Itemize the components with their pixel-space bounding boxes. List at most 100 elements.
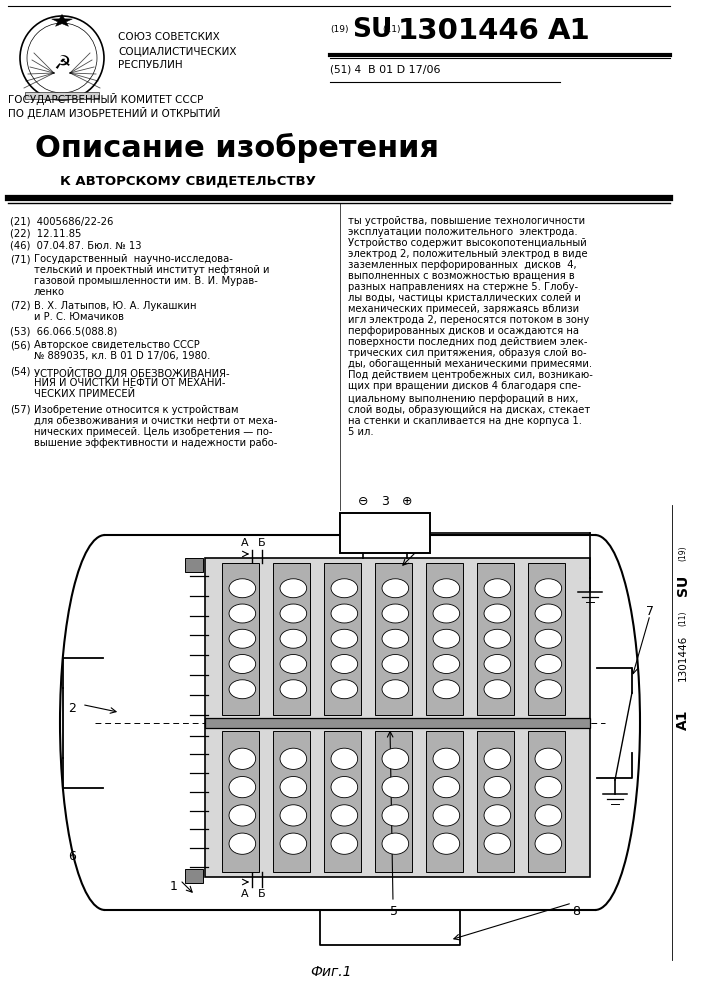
Text: ЧЕСКИХ ПРИМЕСЕЙ: ЧЕСКИХ ПРИМЕСЕЙ	[34, 389, 135, 399]
Text: ⊕: ⊕	[402, 495, 412, 508]
Ellipse shape	[484, 805, 510, 826]
Text: (11): (11)	[382, 25, 400, 34]
Text: (19): (19)	[330, 25, 349, 34]
Text: и Р. С. Юмачиков: и Р. С. Юмачиков	[34, 312, 124, 322]
Text: УСТРОЙСТВО ДЛЯ ОБЕЗВОЖИВАНИЯ-: УСТРОЙСТВО ДЛЯ ОБЕЗВОЖИВАНИЯ-	[34, 367, 230, 379]
Ellipse shape	[229, 833, 256, 854]
Ellipse shape	[535, 655, 561, 673]
Text: 7: 7	[646, 605, 654, 618]
Ellipse shape	[535, 776, 561, 798]
Text: Устройство содержит высокопотенциальный: Устройство содержит высокопотенциальный	[348, 238, 587, 248]
Text: 4: 4	[415, 538, 423, 551]
Bar	[426, 730, 463, 872]
Ellipse shape	[535, 748, 561, 769]
Ellipse shape	[229, 805, 256, 826]
Text: эксплуатации положительного  электрода.: эксплуатации положительного электрода.	[348, 227, 578, 237]
Text: № 889035, кл. В 01 D 17/06, 1980.: № 889035, кл. В 01 D 17/06, 1980.	[34, 351, 211, 361]
Ellipse shape	[382, 629, 409, 648]
Bar	[185, 558, 203, 572]
Text: поверхности последних под действием элек-: поверхности последних под действием элек…	[348, 337, 588, 347]
Text: нических примесей. Цель изобретения — по-: нических примесей. Цель изобретения — по…	[34, 427, 272, 437]
Ellipse shape	[433, 604, 460, 623]
Text: тельский и проектный институт нефтяной и: тельский и проектный институт нефтяной и	[34, 265, 269, 275]
Text: ⊖: ⊖	[358, 495, 368, 508]
Text: (57): (57)	[10, 405, 30, 415]
Text: (21)  4005686/22-26: (21) 4005686/22-26	[10, 216, 113, 226]
Ellipse shape	[382, 748, 409, 769]
Bar	[324, 730, 361, 872]
Ellipse shape	[331, 680, 358, 699]
Ellipse shape	[331, 833, 358, 854]
Bar	[222, 730, 259, 872]
Ellipse shape	[229, 680, 256, 699]
Bar	[477, 730, 514, 872]
Ellipse shape	[433, 805, 460, 826]
Ellipse shape	[382, 604, 409, 623]
Bar	[185, 869, 203, 883]
Text: Б: Б	[258, 889, 266, 899]
Text: (54): (54)	[10, 367, 30, 377]
Text: ПО ДЕЛАМ ИЗОБРЕТЕНИЙ И ОТКРЫТИЙ: ПО ДЕЛАМ ИЗОБРЕТЕНИЙ И ОТКРЫТИЙ	[8, 107, 221, 119]
Text: вышение эффективности и надежности рабо-: вышение эффективности и надежности рабо-	[34, 438, 277, 448]
Text: A1: A1	[548, 17, 591, 45]
Bar	[528, 563, 565, 714]
Text: 1301446: 1301446	[678, 635, 688, 681]
Text: НИЯ И ОЧИСТКИ НЕФТИ ОТ МЕХАНИ-: НИЯ И ОЧИСТКИ НЕФТИ ОТ МЕХАНИ-	[34, 378, 226, 388]
Polygon shape	[52, 14, 72, 26]
Ellipse shape	[331, 748, 358, 769]
Ellipse shape	[484, 680, 510, 699]
Ellipse shape	[484, 655, 510, 673]
Text: ленко: ленко	[34, 287, 65, 297]
Ellipse shape	[331, 604, 358, 623]
Text: ГОСУДАРСТВЕННЫЙ КОМИТЕТ СССР: ГОСУДАРСТВЕННЫЙ КОМИТЕТ СССР	[8, 93, 204, 105]
Text: 5: 5	[390, 905, 398, 918]
Ellipse shape	[382, 776, 409, 798]
Text: ☭: ☭	[53, 54, 71, 74]
Text: Государственный  научно-исследова-: Государственный научно-исследова-	[34, 254, 233, 264]
Text: заземленных перфорированных  дисков  4,: заземленных перфорированных дисков 4,	[348, 260, 577, 270]
Text: (22)  12.11.85: (22) 12.11.85	[10, 228, 81, 238]
Text: (11): (11)	[679, 610, 687, 626]
Ellipse shape	[433, 680, 460, 699]
Ellipse shape	[433, 655, 460, 673]
Text: для обезвоживания и очистки нефти от меха-: для обезвоживания и очистки нефти от мех…	[34, 416, 278, 426]
Ellipse shape	[484, 579, 510, 598]
Ellipse shape	[382, 579, 409, 598]
Text: А: А	[241, 538, 249, 548]
Ellipse shape	[280, 805, 307, 826]
Text: лы воды, частицы кристаллических солей и: лы воды, частицы кристаллических солей и	[348, 293, 581, 303]
Ellipse shape	[535, 604, 561, 623]
Bar	[375, 730, 412, 872]
Ellipse shape	[280, 748, 307, 769]
Text: СОЮЗ СОВЕТСКИХ: СОЮЗ СОВЕТСКИХ	[118, 32, 220, 42]
Ellipse shape	[280, 776, 307, 798]
Ellipse shape	[280, 680, 307, 699]
Text: электрод 2, положительный электрод в виде: электрод 2, положительный электрод в вид…	[348, 249, 588, 259]
Bar	[528, 730, 565, 872]
Ellipse shape	[280, 604, 307, 623]
Text: ты устройства, повышение технологичности: ты устройства, повышение технологичности	[348, 216, 585, 226]
Ellipse shape	[331, 776, 358, 798]
Text: слой воды, образующийся на дисках, стекает: слой воды, образующийся на дисках, стека…	[348, 405, 590, 415]
Text: газовой промышленности им. В. И. Мурав-: газовой промышленности им. В. И. Мурав-	[34, 276, 258, 286]
Text: РЕСПУБЛИН: РЕСПУБЛИН	[118, 60, 182, 70]
Ellipse shape	[484, 833, 510, 854]
Bar	[205, 558, 590, 877]
Text: SU: SU	[352, 17, 392, 43]
Text: 1: 1	[170, 880, 178, 893]
Text: (56): (56)	[10, 340, 30, 350]
Bar	[25, 92, 99, 99]
Bar	[340, 513, 430, 553]
Ellipse shape	[433, 776, 460, 798]
Text: (19): (19)	[679, 545, 687, 561]
Text: СОЦИАЛИСТИЧЕСКИХ: СОЦИАЛИСТИЧЕСКИХ	[118, 46, 237, 56]
Bar	[375, 563, 412, 714]
Bar	[205, 718, 590, 728]
Ellipse shape	[280, 833, 307, 854]
Ellipse shape	[382, 680, 409, 699]
Ellipse shape	[280, 655, 307, 673]
Text: Авторское свидетельство СССР: Авторское свидетельство СССР	[34, 340, 200, 350]
Text: 3: 3	[381, 495, 389, 508]
Ellipse shape	[535, 629, 561, 648]
Text: К АВТОРСКОМУ СВИДЕТЕЛЬСТВУ: К АВТОРСКОМУ СВИДЕТЕЛЬСТВУ	[60, 175, 316, 188]
